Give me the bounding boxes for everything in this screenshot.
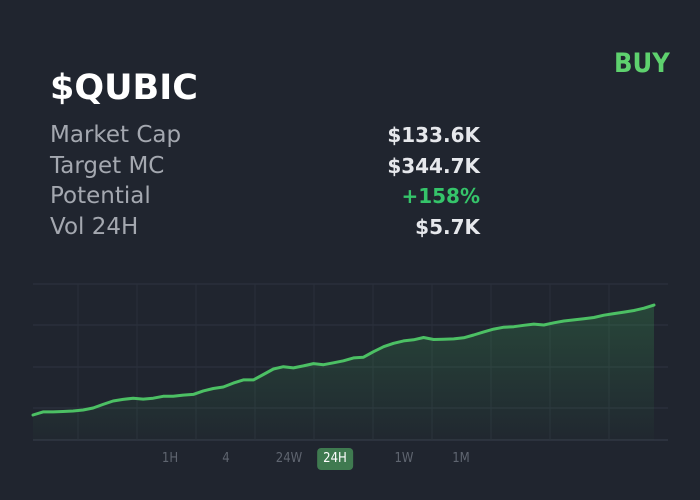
price-point bbox=[122, 398, 125, 401]
timeframe-24h[interactable]: 24H bbox=[317, 448, 353, 470]
price-point bbox=[482, 330, 485, 333]
chart-line-group bbox=[31, 303, 656, 417]
price-point bbox=[522, 324, 525, 327]
price-point bbox=[633, 309, 636, 312]
price-point bbox=[452, 337, 455, 340]
price-point bbox=[582, 317, 585, 320]
price-point bbox=[643, 307, 646, 310]
timeframe-selector: 1H 4 24W 24H 1W 1M bbox=[0, 446, 700, 472]
stats-list: Market Cap $133.6K Target MC $344.7K Pot… bbox=[50, 120, 480, 242]
price-point bbox=[392, 342, 395, 345]
price-point bbox=[212, 387, 215, 390]
price-point bbox=[42, 410, 45, 413]
stat-value: $133.6K bbox=[387, 123, 480, 147]
price-point bbox=[192, 393, 195, 396]
price-point bbox=[562, 320, 565, 323]
price-point bbox=[172, 395, 175, 398]
stat-label: Potential bbox=[50, 183, 151, 209]
price-point bbox=[92, 407, 95, 410]
price-point bbox=[82, 409, 85, 412]
price-point bbox=[372, 350, 375, 353]
price-point bbox=[292, 366, 295, 369]
price-point bbox=[152, 397, 155, 400]
price-point bbox=[162, 395, 165, 398]
stat-value-potential: +158% bbox=[401, 184, 480, 208]
price-line bbox=[31, 303, 656, 417]
price-point bbox=[432, 338, 435, 341]
stat-row-target-mc: Target MC $344.7K bbox=[50, 151, 480, 182]
price-point bbox=[252, 378, 255, 381]
price-point bbox=[402, 339, 405, 342]
price-chart bbox=[31, 283, 668, 441]
price-point bbox=[112, 400, 115, 403]
price-point bbox=[322, 363, 325, 366]
price-point bbox=[412, 338, 415, 341]
stat-label: Target MC bbox=[50, 152, 165, 179]
price-point bbox=[62, 410, 65, 413]
price-point bbox=[312, 362, 315, 365]
price-point bbox=[512, 325, 515, 328]
price-point bbox=[342, 359, 345, 362]
stat-label: Vol 24H bbox=[50, 213, 139, 240]
timeframe-1w[interactable]: 1W bbox=[394, 451, 414, 466]
stat-row-vol-24h: Vol 24H $5.7K bbox=[50, 212, 480, 243]
stat-row-potential: Potential +158% bbox=[50, 181, 480, 212]
price-point bbox=[623, 311, 626, 314]
price-point bbox=[502, 326, 505, 329]
price-point bbox=[232, 382, 235, 385]
price-point bbox=[492, 328, 495, 331]
price-point bbox=[602, 314, 605, 317]
price-point bbox=[32, 414, 35, 417]
price-point bbox=[52, 410, 55, 413]
price-point bbox=[202, 389, 205, 392]
price-point bbox=[142, 398, 145, 401]
price-point bbox=[592, 316, 595, 319]
price-point bbox=[422, 336, 425, 339]
price-point bbox=[552, 321, 555, 324]
buy-button[interactable]: BUY bbox=[614, 48, 670, 79]
price-point bbox=[572, 318, 575, 321]
price-point bbox=[352, 356, 355, 359]
stat-value: $344.7K bbox=[387, 153, 480, 178]
price-point bbox=[382, 345, 385, 348]
price-point bbox=[272, 368, 275, 371]
price-point bbox=[132, 397, 135, 400]
timeframe-24w[interactable]: 24W bbox=[275, 451, 303, 466]
price-point bbox=[72, 410, 75, 413]
price-point bbox=[442, 338, 445, 341]
stat-value: $5.7K bbox=[415, 214, 480, 239]
stat-row-market-cap: Market Cap $133.6K bbox=[50, 120, 480, 151]
stat-label: Market Cap bbox=[50, 122, 182, 148]
price-point bbox=[542, 324, 545, 327]
timeframe-1h[interactable]: 1H bbox=[161, 451, 179, 466]
price-point bbox=[222, 386, 225, 389]
price-point bbox=[182, 394, 185, 397]
price-point bbox=[102, 403, 105, 406]
price-point bbox=[262, 373, 265, 376]
price-point bbox=[472, 334, 475, 337]
price-point bbox=[462, 336, 465, 339]
timeframe-1m[interactable]: 1M bbox=[452, 451, 470, 466]
price-point bbox=[302, 364, 305, 367]
price-point bbox=[532, 323, 535, 326]
price-point bbox=[332, 361, 335, 364]
price-point bbox=[612, 312, 615, 315]
price-point bbox=[362, 356, 365, 359]
price-point bbox=[653, 304, 656, 307]
timeframe-4[interactable]: 4 bbox=[222, 451, 230, 466]
token-ticker: $QUBIC bbox=[50, 68, 198, 108]
price-point bbox=[282, 365, 285, 368]
price-point bbox=[242, 378, 245, 381]
